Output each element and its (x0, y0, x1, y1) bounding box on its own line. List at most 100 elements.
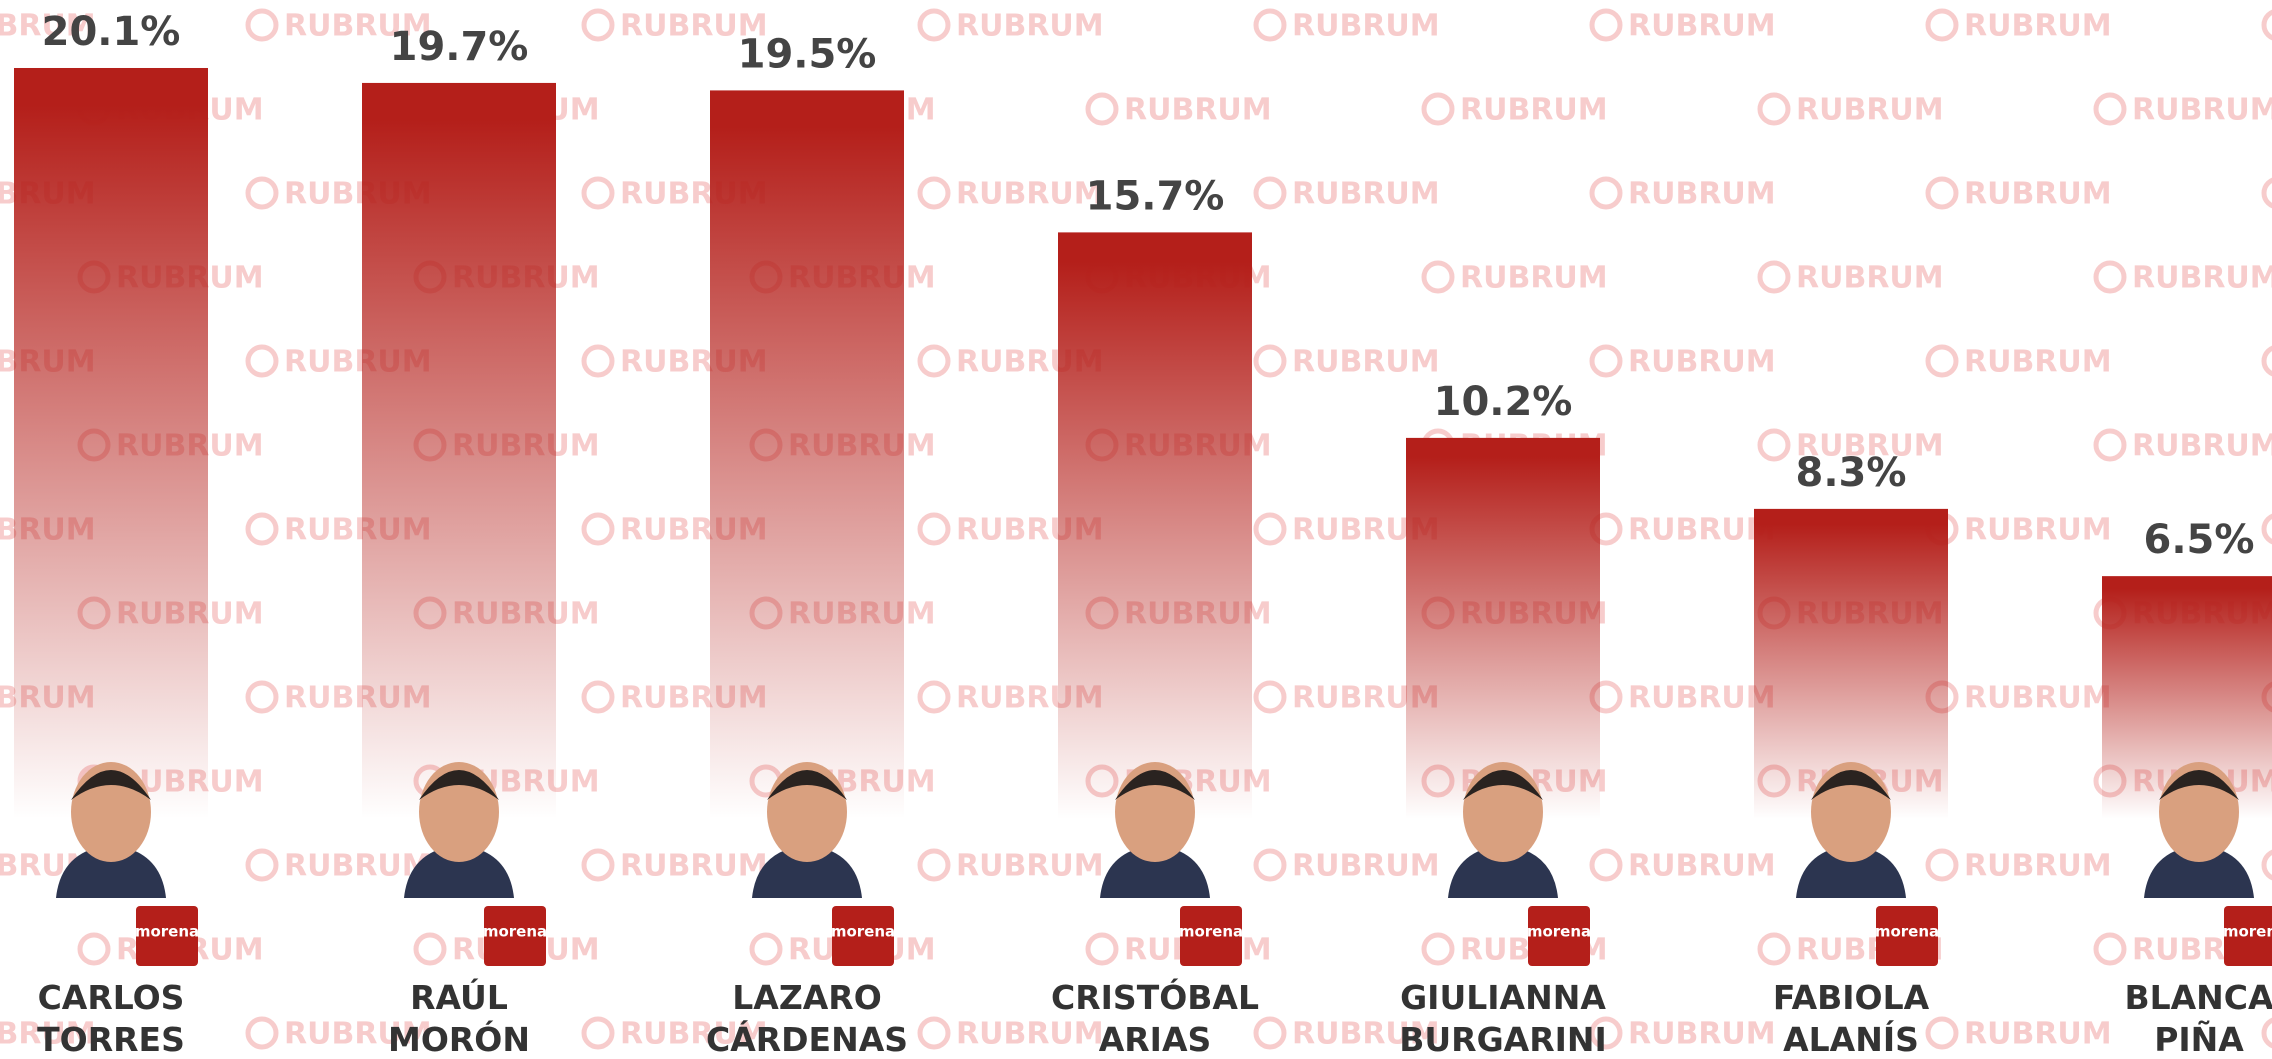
watermark-icon (584, 683, 612, 711)
watermark-icon (1424, 263, 1452, 291)
value-label: 10.2% (1434, 379, 1573, 425)
watermark-icon (584, 515, 612, 543)
value-label: 8.3% (1796, 450, 1907, 496)
watermark: RUBRUM (1964, 513, 2112, 548)
value-label: 15.7% (1086, 173, 1225, 219)
value-label: 19.5% (738, 31, 877, 77)
watermark-icon (920, 515, 948, 543)
watermark: RUBRUM (1628, 849, 1776, 884)
watermark-icon (1760, 431, 1788, 459)
watermark: RUBRUM (1628, 513, 1776, 548)
watermark-icon (584, 11, 612, 39)
watermark: RUBRUM (1964, 681, 2112, 716)
watermark: RUBRUM (1292, 345, 1440, 380)
x-tick-label: BLANCA PIÑA (2084, 977, 2272, 1059)
watermark-icon (1088, 95, 1116, 123)
x-tick-label: CRISTÓBAL ARIAS (1040, 977, 1270, 1059)
watermark-icon (1424, 935, 1452, 963)
watermark: RUBRUM (1964, 849, 2112, 884)
watermark: RUBRUM (1292, 849, 1440, 884)
watermark-icon (1928, 347, 1956, 375)
x-tick-label: LAZARO CÁRDENAS (692, 977, 922, 1059)
watermark-icon (920, 851, 948, 879)
watermark-icon (1256, 851, 1284, 879)
x-tick-label: RAÚL MORÓN (344, 977, 574, 1059)
watermark: RUBRUM (620, 849, 768, 884)
bar (14, 68, 208, 819)
watermark: RUBRUM (1124, 93, 1272, 128)
watermark-icon (920, 347, 948, 375)
watermark-icon (584, 851, 612, 879)
watermark-icon (1256, 347, 1284, 375)
watermark-icon (1760, 263, 1788, 291)
watermark-icon (1760, 935, 1788, 963)
watermark-icon (248, 851, 276, 879)
x-tick-label: GIULIANNA BURGARINI (1388, 977, 1618, 1059)
party-logo-text: morena (1875, 923, 1939, 941)
watermark: RUBRUM (2132, 261, 2272, 296)
watermark: RUBRUM (1796, 93, 1944, 128)
watermark-icon (2096, 431, 2124, 459)
party-logo-text: morena (831, 923, 895, 941)
watermark-icon (2264, 851, 2272, 879)
watermark-icon (1592, 851, 1620, 879)
watermark-icon (2264, 179, 2272, 207)
watermark-icon (248, 683, 276, 711)
watermark-icon (2096, 95, 2124, 123)
watermark-icon (1256, 515, 1284, 543)
watermark: RUBRUM (2132, 429, 2272, 464)
watermark-icon (1088, 935, 1116, 963)
bar (362, 83, 556, 819)
value-label: 19.7% (390, 24, 529, 70)
watermark-icon (2264, 11, 2272, 39)
watermark-icon (1424, 95, 1452, 123)
watermark-icon (1928, 11, 1956, 39)
watermark-icon (584, 1019, 612, 1047)
watermark-icon (1928, 179, 1956, 207)
watermark-icon (248, 347, 276, 375)
watermark-icon (1256, 179, 1284, 207)
watermark-icon (1592, 347, 1620, 375)
party-logo-text: morena (1527, 923, 1591, 941)
watermark-icon (1592, 11, 1620, 39)
party-logo-text: morena (2223, 923, 2272, 941)
watermark: RUBRUM (1964, 345, 2112, 380)
watermark: RUBRUM (956, 9, 1104, 44)
watermark-icon (416, 935, 444, 963)
watermark-icon (920, 11, 948, 39)
watermark-icon (1760, 95, 1788, 123)
party-logo-text: morena (483, 923, 547, 941)
watermark-icon (584, 347, 612, 375)
watermark: RUBRUM (956, 849, 1104, 884)
watermark: RUBRUM (1628, 9, 1776, 44)
watermark-icon (2096, 935, 2124, 963)
x-tick-label: FABIOLA ALANÍS (1736, 977, 1966, 1059)
bar (1058, 232, 1252, 819)
chart: RUBRUM RUBRUM RUBRUM RUBRUM RUBRUM RUBRUM RUBR… (0, 0, 2272, 1059)
watermark-icon (920, 683, 948, 711)
watermark-icon (80, 935, 108, 963)
watermark-icon (1928, 851, 1956, 879)
watermark: RUBRUM (2132, 93, 2272, 128)
value-label: 6.5% (2144, 517, 2255, 563)
party-logo-text: morena (135, 923, 199, 941)
value-label: 20.1% (42, 9, 181, 55)
watermark: RUBRUM (1964, 9, 2112, 44)
bar (1406, 438, 1600, 819)
watermark-icon (920, 179, 948, 207)
party-logo-text: morena (1179, 923, 1243, 941)
watermark-icon (2264, 347, 2272, 375)
watermark: RUBRUM (1628, 345, 1776, 380)
watermark: RUBRUM (956, 177, 1104, 212)
watermark-icon (2264, 515, 2272, 543)
watermark-icon (248, 11, 276, 39)
watermark-icon (1256, 683, 1284, 711)
watermark: RUBRUM (1964, 177, 2112, 212)
watermark-icon (752, 935, 780, 963)
watermark-icon (1256, 11, 1284, 39)
watermark: RUBRUM (1628, 177, 1776, 212)
watermark: RUBRUM (1292, 9, 1440, 44)
watermark: RUBRUM (1460, 93, 1608, 128)
chart-svg: RUBRUM RUBRUM RUBRUM RUBRUM RUBRUM RUBRUM RUBR… (0, 0, 2272, 1059)
watermark-icon (920, 1019, 948, 1047)
